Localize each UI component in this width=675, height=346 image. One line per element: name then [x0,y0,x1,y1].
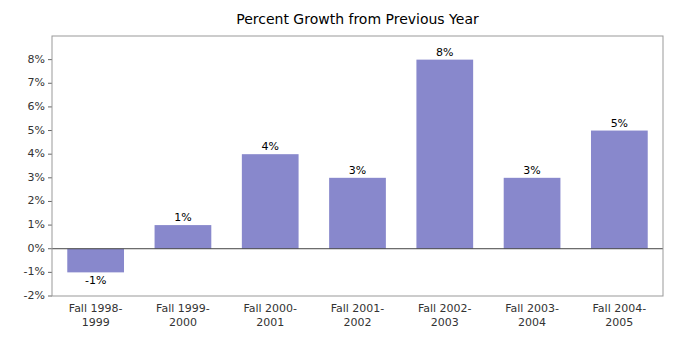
data-label: 1% [174,211,191,224]
y-tick [48,248,52,249]
y-tick-label: -2% [24,289,45,302]
bar [591,131,648,249]
y-tick [48,201,52,202]
zero-line [52,248,663,249]
y-tick [48,83,52,84]
bar [416,60,473,249]
x-axis: Fall 1998-1999 Fall 1999-2000 Fall 2000-20… [69,302,646,329]
y-tick [48,225,52,226]
bar [504,178,561,249]
data-label: 3% [349,164,366,177]
y-tick-label: 2% [28,194,45,207]
bar [329,178,386,249]
y-tick [48,154,52,155]
y-tick [48,177,52,178]
y-tick-label: 8% [28,53,45,66]
title: Percent Growth from Previous Year [236,11,479,27]
chart-container: -2% -1% 0% 1% 2% 3% 4% 5% 6% 7% 8% -1% 1% 4% 3% 8% 3% 5% F… [0,0,675,346]
data-label: 3% [523,164,540,177]
bar [242,154,299,249]
y-tick [48,59,52,60]
y-tick-label: 3% [28,171,45,184]
x-tick-label: Fall 1999-2000 [156,302,210,329]
y-tick-label: 1% [28,218,45,231]
chart: -2% -1% 0% 1% 2% 3% 4% 5% 6% 7% 8% -1% 1% 4% 3% 8% 3% 5% F… [0,0,675,346]
y-tick-label: 7% [28,76,45,89]
y-tick-label: 5% [28,124,45,137]
y-tick-label: -1% [24,265,45,278]
data-label: 5% [611,117,628,130]
x-tick-label: Fall 2001-2002 [331,302,385,329]
bar [67,249,124,273]
y-tick-label: 4% [28,147,45,160]
x-tick-label: Fall 2004-2005 [593,302,647,329]
data-labels: -1% 1% 4% 3% 8% 3% 5% [85,46,628,288]
y-tick [48,130,52,131]
y-tick-label: 6% [28,100,45,113]
y-tick [48,296,52,297]
x-tick-label: Fall 2003-2004 [505,302,559,329]
data-label: 8% [436,46,453,59]
plot-frame [52,36,663,296]
y-tick [48,272,52,273]
y-tick [48,106,52,107]
bar [155,225,212,249]
bars [67,60,647,273]
data-label: 4% [261,140,278,153]
data-label: -1% [85,274,106,287]
x-tick-label: Fall 2002-2003 [418,302,472,329]
x-tick-label: Fall 2000-2001 [243,302,297,329]
x-tick-label: Fall 1998-1999 [69,302,123,329]
y-axis: -2% -1% 0% 1% 2% 3% 4% 5% 6% 7% 8% [24,53,52,302]
y-tick-label: 0% [28,242,45,255]
